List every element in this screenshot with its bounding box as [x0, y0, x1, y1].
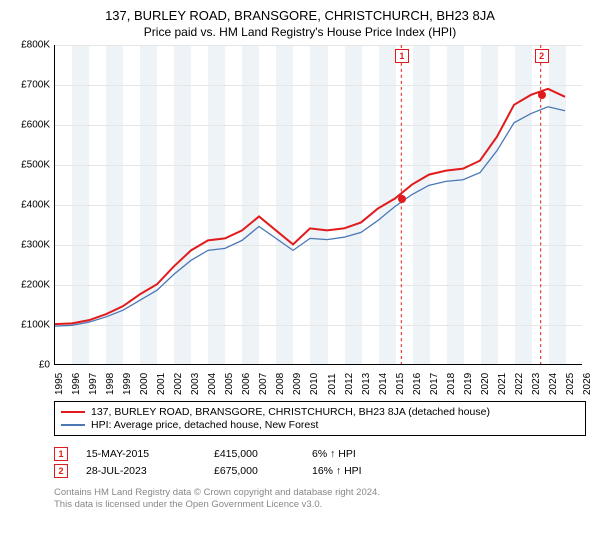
legend-box: 137, BURLEY ROAD, BRANSGORE, CHRISTCHURC… — [54, 401, 586, 436]
x-tick-label: 2003 — [190, 373, 201, 395]
sale-hpi-delta: 16% ↑ HPI — [312, 465, 392, 477]
x-tick-label: 2022 — [514, 373, 525, 395]
legend-label: HPI: Average price, detached house, New … — [91, 419, 318, 431]
legend-row: 137, BURLEY ROAD, BRANSGORE, CHRISTCHURC… — [61, 406, 579, 418]
x-tick-label: 2018 — [446, 373, 457, 395]
x-tick-label: 2007 — [258, 373, 269, 395]
sale-marker-icon: 2 — [54, 464, 68, 478]
sale-row: 1 15-MAY-2015 £415,000 6% ↑ HPI — [54, 447, 586, 461]
x-tick-label: 2021 — [497, 373, 508, 395]
footer-line: This data is licensed under the Open Gov… — [54, 499, 586, 511]
legend-swatch — [61, 424, 85, 425]
x-tick-label: 2016 — [412, 373, 423, 395]
sale-marker-box: 1 — [395, 49, 409, 63]
y-tick-label: £100K — [21, 320, 50, 331]
x-tick-label: 1996 — [71, 373, 82, 395]
y-tick-label: £700K — [21, 80, 50, 91]
x-tick-label: 2012 — [344, 373, 355, 395]
sale-date: 28-JUL-2023 — [86, 465, 196, 477]
x-tick-label: 2010 — [309, 373, 320, 395]
y-tick-label: £300K — [21, 240, 50, 251]
x-axis: 1995 1996 1997 1998 1999 2000 2001 2002 2003 2004… — [54, 365, 582, 397]
y-tick-label: £800K — [21, 40, 50, 51]
x-tick-label: 2001 — [156, 373, 167, 395]
line-svg — [55, 45, 582, 364]
x-tick-label: 1999 — [122, 373, 133, 395]
x-tick-label: 2000 — [139, 373, 150, 395]
chart-title: 137, BURLEY ROAD, BRANSGORE, CHRISTCHURC… — [10, 8, 590, 23]
x-tick-label: 2008 — [275, 373, 286, 395]
x-tick-label: 2026 — [582, 373, 593, 395]
x-tick-label: 2002 — [173, 373, 184, 395]
y-tick-label: £400K — [21, 200, 50, 211]
x-tick-label: 2006 — [241, 373, 252, 395]
chart-subtitle: Price paid vs. HM Land Registry's House … — [10, 25, 590, 39]
x-tick-label: 2004 — [207, 373, 218, 395]
footer-attribution: Contains HM Land Registry data © Crown c… — [54, 487, 586, 512]
x-tick-label: 2005 — [224, 373, 235, 395]
x-tick-label: 2014 — [378, 373, 389, 395]
x-tick-label: 2011 — [327, 373, 338, 395]
sale-hpi-delta: 6% ↑ HPI — [312, 448, 392, 460]
y-tick-label: £200K — [21, 280, 50, 291]
x-tick-label: 2013 — [361, 373, 372, 395]
x-tick-label: 1995 — [54, 373, 65, 395]
footer-line: Contains HM Land Registry data © Crown c… — [54, 487, 586, 499]
x-tick-label: 1997 — [88, 373, 99, 395]
x-tick-label: 2017 — [429, 373, 440, 395]
chart-container: 137, BURLEY ROAD, BRANSGORE, CHRISTCHURC… — [0, 0, 600, 560]
x-tick-label: 2023 — [531, 373, 542, 395]
sale-date: 15-MAY-2015 — [86, 448, 196, 460]
x-tick-label: 2019 — [463, 373, 474, 395]
plot-area: 12 — [54, 45, 582, 365]
x-tick-label: 2015 — [395, 373, 406, 395]
x-tick-label: 2024 — [548, 373, 559, 395]
sale-dot — [398, 195, 406, 203]
x-tick-label: 1998 — [105, 373, 116, 395]
sale-marker-box: 2 — [535, 49, 549, 63]
series-line-property — [55, 89, 565, 324]
sale-dot — [538, 91, 546, 99]
x-tick-label: 2025 — [565, 373, 576, 395]
legend-label: 137, BURLEY ROAD, BRANSGORE, CHRISTCHURC… — [91, 406, 490, 418]
y-tick-label: £500K — [21, 160, 50, 171]
x-tick-label: 2020 — [480, 373, 491, 395]
chart-area: £0£100K£200K£300K£400K£500K£600K£700K£80… — [10, 45, 590, 397]
series-line-hpi — [55, 107, 565, 326]
x-tick-label: 2009 — [292, 373, 303, 395]
sale-row: 2 28-JUL-2023 £675,000 16% ↑ HPI — [54, 464, 586, 478]
y-tick-label: £600K — [21, 120, 50, 131]
sale-marker-icon: 1 — [54, 447, 68, 461]
legend-swatch — [61, 411, 85, 413]
plot-inner: 12 — [55, 45, 582, 364]
legend-row: HPI: Average price, detached house, New … — [61, 419, 579, 431]
y-axis: £0£100K£200K£300K£400K£500K£600K£700K£80… — [10, 45, 54, 365]
y-tick-label: £0 — [39, 360, 50, 371]
sale-price: £675,000 — [214, 465, 294, 477]
sales-table: 1 15-MAY-2015 £415,000 6% ↑ HPI 2 28-JUL… — [54, 444, 586, 481]
sale-price: £415,000 — [214, 448, 294, 460]
